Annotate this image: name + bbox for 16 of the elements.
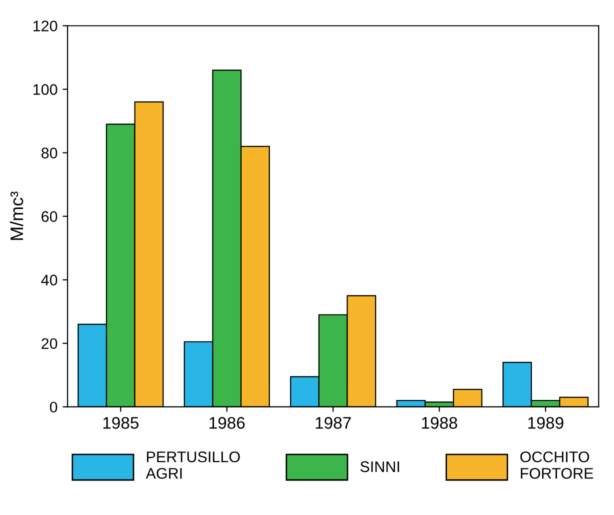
x-tick-label: 1987 (316, 417, 351, 429)
y-tick-label: 120 (33, 20, 58, 32)
y-tick-label: 80 (41, 148, 58, 158)
y-tick-label: 20 (42, 338, 58, 350)
x-tick-label: 1985 (103, 417, 138, 429)
legend-label: PERTUSILLO AGRI (146, 451, 240, 479)
x-tick-label: 1988 (422, 417, 458, 429)
legend-label: OCCHITO FORTORE (520, 451, 594, 479)
x-tick-label: 1989 (528, 417, 564, 429)
y-tick-label: 60 (42, 211, 58, 222)
x-tick-label: 1986 (210, 417, 245, 429)
y-tick-label: 100 (33, 84, 58, 95)
y-tick-label: 40 (41, 274, 58, 286)
y-tick-label: 0 (50, 402, 58, 413)
y-axis-title: M/mc³ (10, 192, 24, 240)
legend-label: SINNI (360, 461, 400, 472)
